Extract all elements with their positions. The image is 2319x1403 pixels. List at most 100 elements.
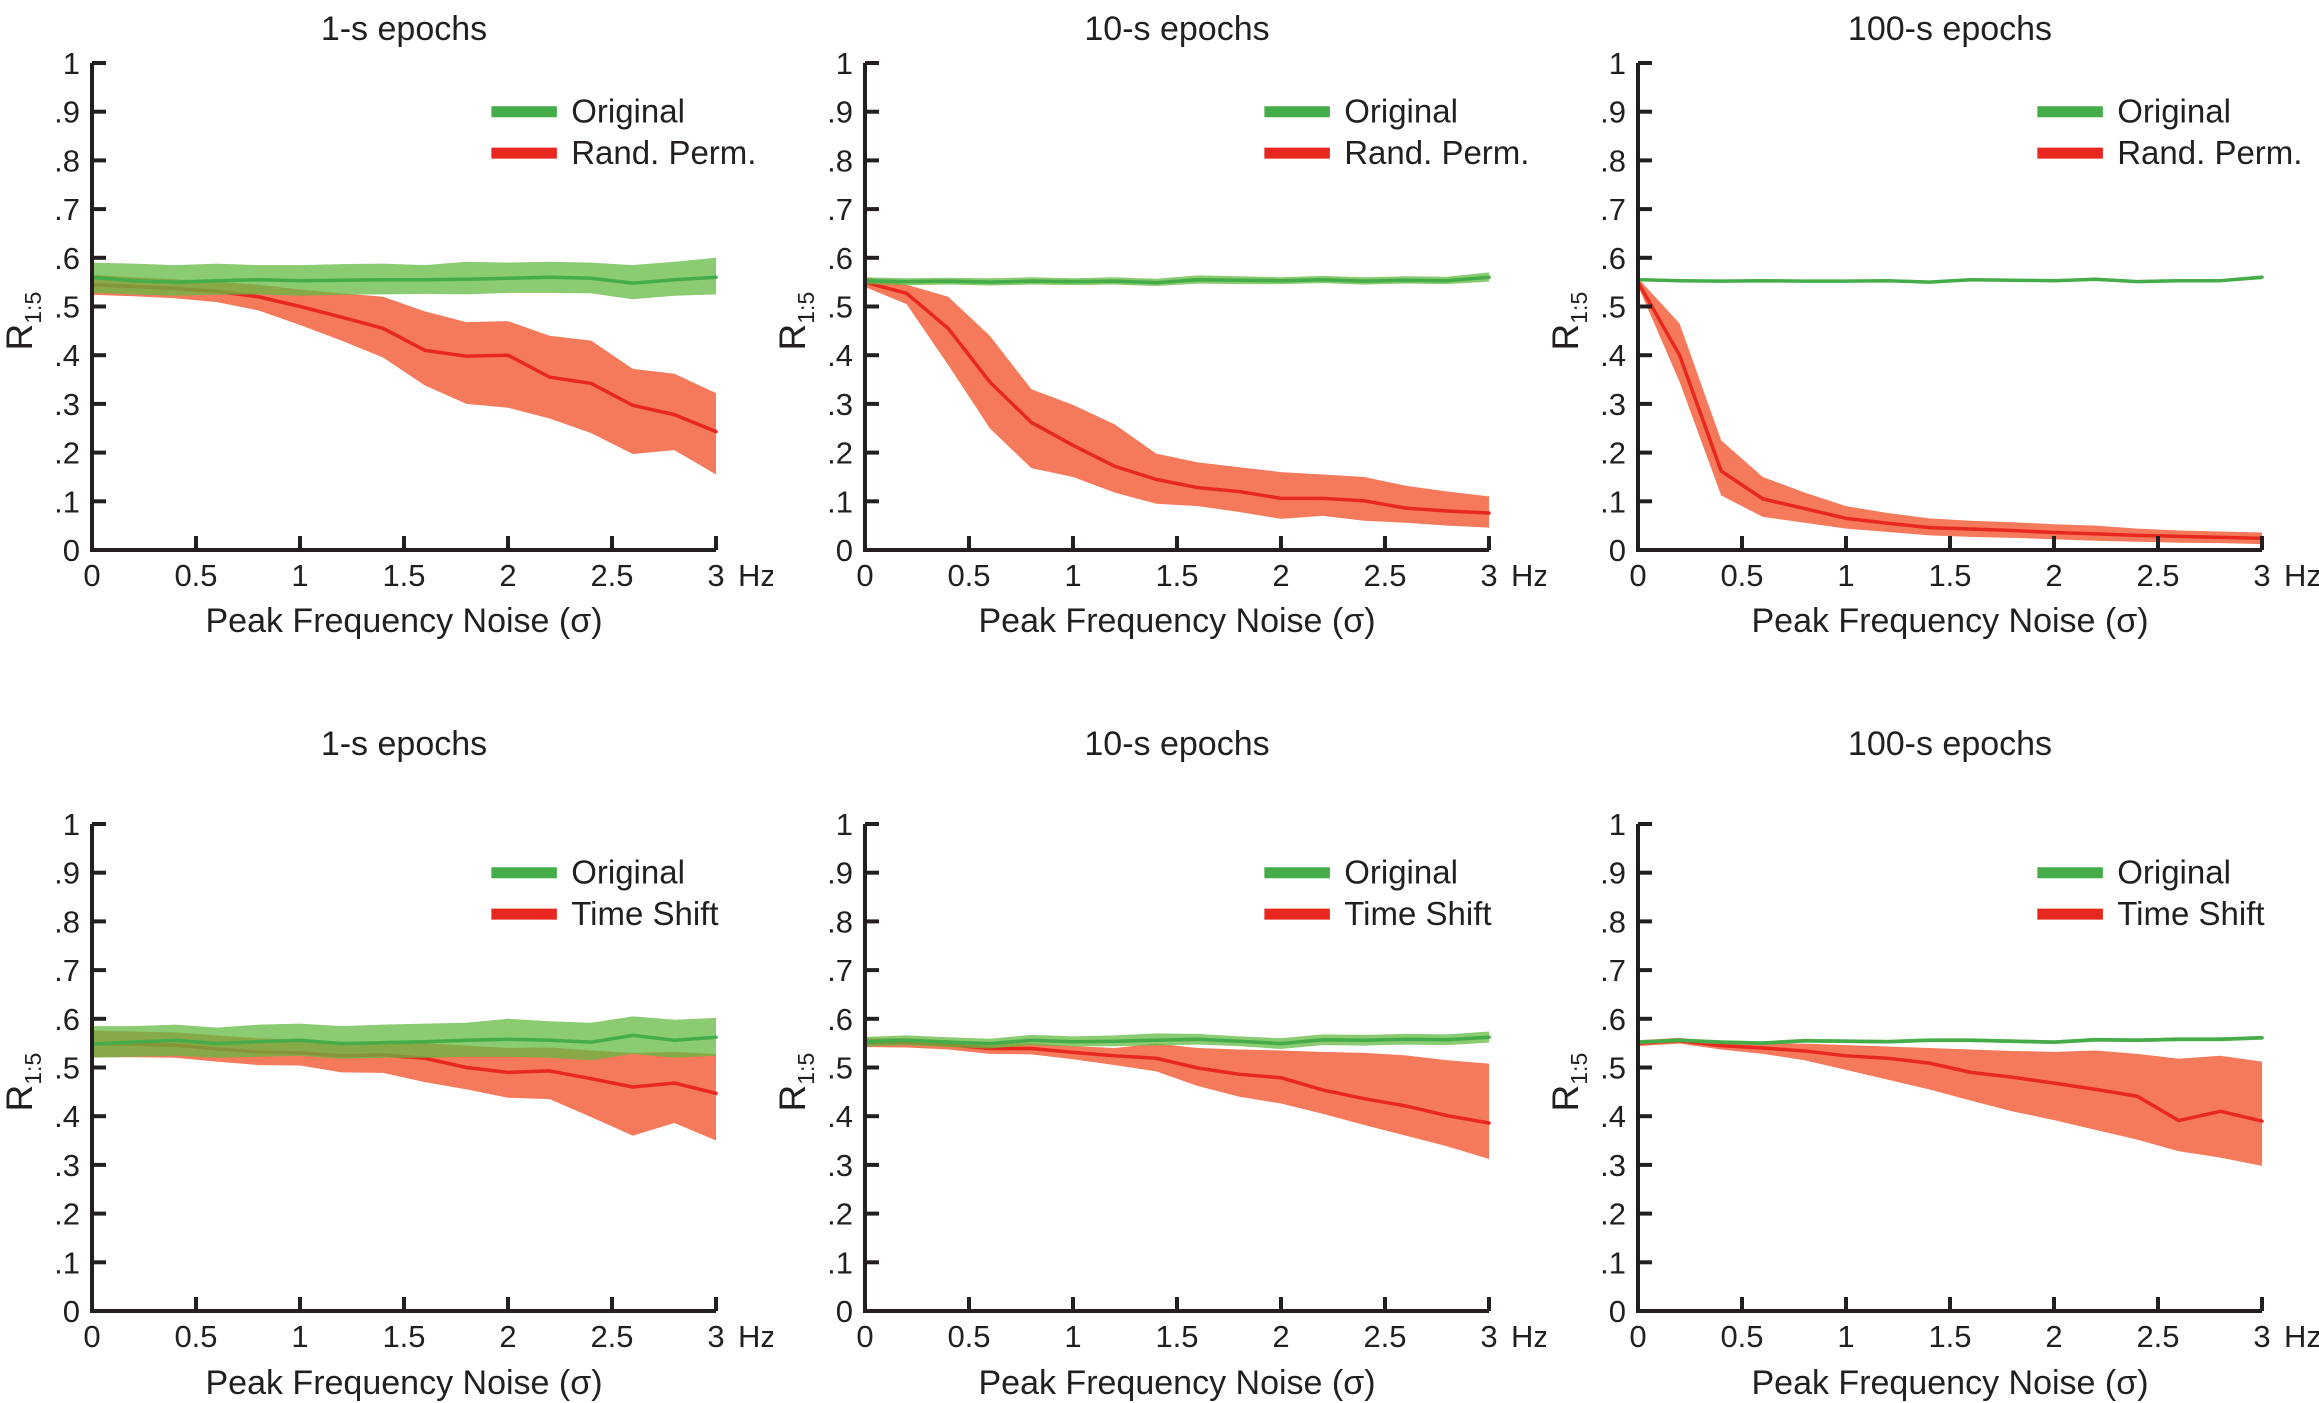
x-unit-label: Hz <box>738 558 773 593</box>
subplot-1s-time-shift: 0 .1 .2 .3 .4 .5 .6 .7 .8 .9 1 0 0.5 1 1.5 2 2.5 3 Hz 1-s e… <box>0 700 773 1403</box>
original-mean-line <box>1636 1036 2264 1045</box>
y-axis-label-subscript: 1:5 <box>20 292 46 324</box>
x-unit-label: Hz <box>738 1319 773 1354</box>
y-axis-label-subscript: 1:5 <box>20 1053 46 1085</box>
y-tick-label: 0 <box>63 533 80 568</box>
y-tick-label: .1 <box>1600 1245 1626 1280</box>
x-tick-label: 2.5 <box>1363 1319 1406 1354</box>
plot-area <box>1636 275 2264 545</box>
subplot-title: 10-s epochs <box>1084 725 1269 763</box>
y-tick-label: .2 <box>827 436 853 471</box>
y-tick-label: .3 <box>1600 387 1626 422</box>
subplot-canvas: 0 .1 .2 .3 .4 .5 .6 .7 .8 .9 1 0 0.5 1 1.5 2 2.5 3 Hz 1-s e… <box>0 10 773 640</box>
y-tick-label: 0 <box>63 1294 80 1329</box>
y-axis-label-main: R <box>1546 1085 1586 1112</box>
y-axis-label: R1:5 <box>1546 1053 1592 1112</box>
y-tick-label: .7 <box>1600 953 1626 988</box>
y-tick-label: .7 <box>54 953 80 988</box>
x-tick-label: 1.5 <box>382 1319 425 1354</box>
legend-label-original: Original <box>2117 93 2231 130</box>
y-tick-label: .9 <box>54 856 80 891</box>
y-axis-label-main: R <box>773 324 813 351</box>
y-tick-label: 1 <box>836 46 853 81</box>
x-tick-label: 2 <box>499 558 516 593</box>
subplot-canvas: 0 .1 .2 .3 .4 .5 .6 .7 .8 .9 1 0 0.5 1 1.5 2 2.5 3 Hz 100-s… <box>1546 725 2319 1402</box>
y-axis-label: R1:5 <box>1546 292 1592 351</box>
y-tick-label: .7 <box>1600 192 1626 227</box>
original-mean-line <box>90 1033 718 1046</box>
perturbed-mean-line <box>863 280 1491 515</box>
x-unit-label: Hz <box>1511 1319 1546 1354</box>
y-tick-label: .5 <box>827 1051 853 1086</box>
original-mean-line <box>863 1035 1491 1046</box>
subplot-title: 1-s epochs <box>321 10 487 48</box>
x-tick-label: 2 <box>2045 1319 2062 1354</box>
y-tick-label: .3 <box>54 1148 80 1183</box>
perturbed-confidence-band <box>1638 1037 2262 1166</box>
y-tick-label: .4 <box>1600 1099 1626 1134</box>
y-tick-label: .9 <box>1600 95 1626 130</box>
x-tick-label: 0 <box>1629 1319 1646 1354</box>
subplot-canvas: 0 .1 .2 .3 .4 .5 .6 .7 .8 .9 1 0 0.5 1 1.5 2 2.5 3 Hz 10-s … <box>773 10 1546 640</box>
x-tick-label: 3 <box>2253 1319 2270 1354</box>
x-unit-label: Hz <box>1511 558 1546 593</box>
y-tick-label: .5 <box>827 290 853 325</box>
plot-area <box>90 257 718 475</box>
y-axis-label: R1:5 <box>0 292 46 351</box>
original-confidence-band <box>92 1016 716 1061</box>
legend-label-original: Original <box>2117 854 2231 891</box>
y-tick-label: .7 <box>827 953 853 988</box>
x-tick-label: 3 <box>1480 558 1497 593</box>
y-tick-label: 1 <box>1609 46 1626 81</box>
legend-label-perturbed: Time Shift <box>1344 895 1491 932</box>
legend-label-original: Original <box>1344 93 1458 130</box>
x-tick-label: 1.5 <box>382 558 425 593</box>
y-tick-label: .6 <box>54 1002 80 1037</box>
y-tick-label: .5 <box>54 290 80 325</box>
perturbed-confidence-band <box>865 1038 1489 1160</box>
y-tick-label: .4 <box>827 1099 853 1134</box>
legend-label-perturbed: Rand. Perm. <box>571 134 756 171</box>
y-axis-label-main: R <box>0 324 40 351</box>
y-tick-label: .6 <box>1600 241 1626 276</box>
y-axis-label-main: R <box>1546 324 1586 351</box>
subplot-title: 100-s epochs <box>1848 10 2052 48</box>
y-tick-label: 0 <box>836 533 853 568</box>
y-tick-label: .9 <box>827 856 853 891</box>
y-tick-label: .8 <box>54 143 80 178</box>
x-tick-label: 1 <box>1064 558 1081 593</box>
y-tick-label: .5 <box>1600 290 1626 325</box>
y-tick-label: .3 <box>827 387 853 422</box>
y-tick-label: .8 <box>1600 143 1626 178</box>
x-tick-label: 0 <box>856 1319 873 1354</box>
y-tick-label: .9 <box>827 95 853 130</box>
legend-label-perturbed: Rand. Perm. <box>1344 134 1529 171</box>
y-tick-label: .1 <box>827 484 853 519</box>
subplot-1s-rand-perm: 0 .1 .2 .3 .4 .5 .6 .7 .8 .9 1 0 0.5 1 1.5 2 2.5 3 Hz 1-s e… <box>0 0 773 703</box>
y-axis-label: R1:5 <box>773 1053 819 1112</box>
x-axis-label: Peak Frequency Noise (σ) <box>978 602 1375 640</box>
y-tick-label: .2 <box>1600 1197 1626 1232</box>
x-tick-label: 0 <box>856 558 873 593</box>
y-tick-label: 1 <box>1609 807 1626 842</box>
x-tick-label: 0.5 <box>1720 558 1763 593</box>
y-tick-label: .4 <box>827 338 853 373</box>
plot-area <box>90 1016 718 1141</box>
plot-area <box>863 272 1491 528</box>
y-tick-label: .7 <box>54 192 80 227</box>
y-tick-label: .1 <box>1600 484 1626 519</box>
x-tick-label: 1.5 <box>1928 558 1971 593</box>
subplot-title: 10-s epochs <box>1084 10 1269 48</box>
y-tick-label: .8 <box>54 904 80 939</box>
y-tick-label: .1 <box>54 1245 80 1280</box>
y-tick-label: .7 <box>827 192 853 227</box>
y-tick-label: 1 <box>836 807 853 842</box>
y-axis-label-subscript: 1:5 <box>793 292 819 324</box>
perturbed-confidence-band <box>92 274 716 475</box>
x-tick-label: 2 <box>2045 558 2062 593</box>
y-axis-label-subscript: 1:5 <box>1566 1053 1592 1085</box>
plot-area <box>863 1031 1491 1160</box>
y-tick-label: .9 <box>1600 856 1626 891</box>
y-tick-label: .1 <box>54 484 80 519</box>
